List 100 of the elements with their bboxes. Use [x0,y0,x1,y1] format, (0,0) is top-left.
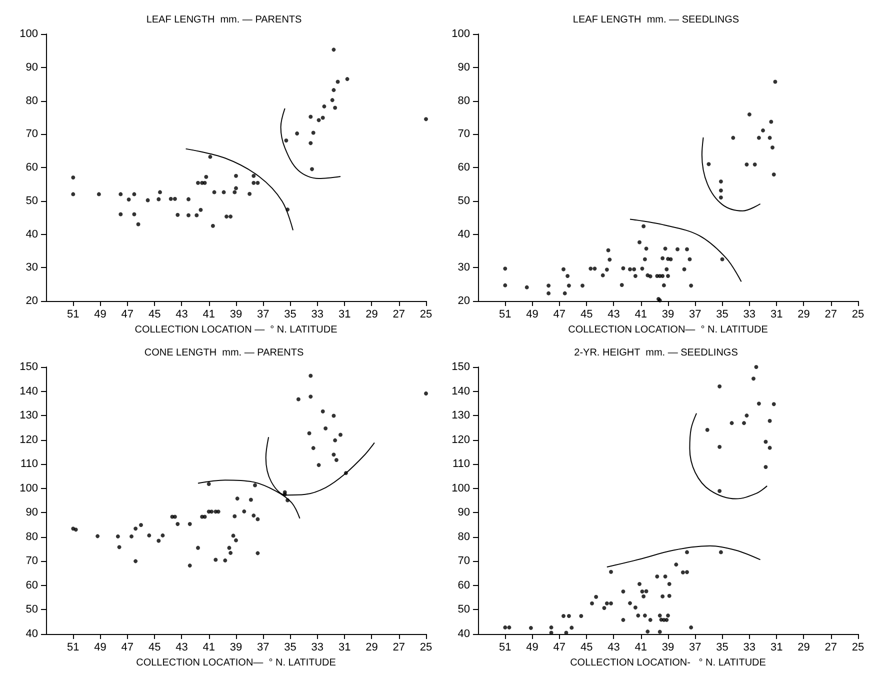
point [332,48,336,52]
x-tick-label: 51 [67,642,80,654]
chart-title: LEAF LENGTH mm. — SEEDLINGS [572,14,740,26]
point [579,614,584,618]
x-tick-label: 51 [67,308,80,320]
x-tick-label: 39 [662,308,674,320]
point [549,625,554,630]
point [96,192,101,196]
y-tick-label: 70 [26,555,38,568]
point [158,190,162,194]
y-tick-label: 90 [26,506,38,519]
point [330,98,334,102]
x-tick-label: 37 [257,308,270,320]
x-tick-label: 39 [230,642,242,654]
point [744,414,749,418]
x-tick-label: 25 [420,642,432,654]
y-tick-label: 50 [26,604,38,616]
x-tick-label: 45 [580,642,593,654]
point [308,394,313,399]
y-tick-label: 80 [458,530,470,543]
point [324,426,328,430]
y-tick-label: 30 [26,262,38,274]
point [333,106,338,110]
point [228,214,233,219]
x-tick-label: 47 [553,308,566,320]
x-tick-label: 41 [634,308,647,320]
x-tick-label: 31 [770,308,783,320]
point [640,590,644,594]
point [146,198,150,202]
point [674,562,678,567]
line-series [280,108,341,180]
point [256,517,260,522]
y-tick-label: 60 [26,162,38,174]
y-tick-label: 130 [452,410,470,422]
point [208,154,212,159]
y-tick-label: 70 [458,555,470,568]
y-tick-label: 40 [26,628,38,640]
y-tick-label: 120 [20,434,38,446]
y-tick-label: 140 [20,385,38,398]
x-tick-label: 37 [689,642,702,654]
point [71,176,76,180]
point [636,614,640,618]
point [132,192,136,196]
y-tick-label: 100 [452,482,470,494]
point [633,606,638,610]
point [232,514,237,518]
y-tick-label: 150 [20,361,38,373]
point [252,514,256,518]
x-tick-label: 31 [338,308,351,320]
point [320,116,325,120]
x-tick-label: 41 [202,642,215,654]
point [248,192,252,196]
point [296,397,300,402]
x-tick-label: 27 [392,308,405,320]
point [212,190,216,194]
point [295,131,300,136]
point [71,192,76,196]
x-tick-label: 35 [716,308,728,320]
point [322,104,326,108]
point [664,618,669,622]
chart-title: LEAF LENGTH mm. — PARENTS [146,14,302,26]
point [345,77,350,82]
y-tick-label: 60 [458,162,470,174]
point [130,534,134,538]
x-tick-label: 33 [743,642,756,654]
point [74,528,78,532]
point [705,428,710,432]
y-tick-label: 90 [458,61,470,74]
point [235,496,240,501]
x-tick-label: 43 [176,308,188,320]
y-tick-label: 30 [458,262,470,274]
line-series [701,136,761,212]
point [503,625,508,630]
point [316,463,321,468]
x-tick-label: 35 [284,308,296,320]
point [730,421,734,426]
point [311,446,316,450]
point [644,589,648,594]
point [214,558,218,562]
x-tick-label: 33 [743,308,756,320]
point [176,212,180,217]
point [621,590,626,594]
y-tick-label: 100 [20,482,38,494]
point [507,625,512,630]
point [228,550,233,555]
x-tick-label: 25 [852,642,864,654]
chart-title: 2-YR. HEIGHT mm. — SEEDLINGS [574,348,738,358]
y-tick-label: 110 [452,458,470,470]
point [566,614,571,618]
point [188,564,192,568]
x-tick-label: 37 [689,308,702,320]
point [570,626,574,630]
point [638,582,642,586]
x-tick-label: 45 [148,642,161,654]
point [234,538,238,542]
point [307,431,312,436]
point [310,167,314,172]
y-tick-label: 20 [26,295,38,307]
point [308,141,313,146]
x-tick-label: 27 [392,642,405,654]
